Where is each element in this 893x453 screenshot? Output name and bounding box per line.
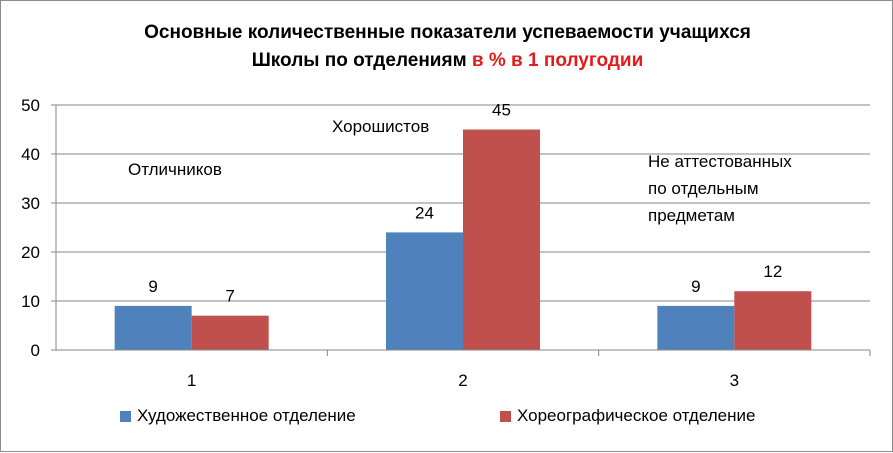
data-label: 24 — [415, 203, 434, 222]
chart-title-line2: Школы по отделениям в % в 1 полугодии — [1, 47, 893, 75]
chart-title-line1: Основные количественные показатели успев… — [144, 22, 751, 43]
data-label: 12 — [763, 262, 782, 281]
chart-title-line2-black: Школы по отделениям — [251, 50, 467, 71]
bar — [657, 305, 735, 350]
bar — [114, 305, 192, 350]
annotation-not-attested-line3: предметам — [648, 206, 735, 225]
x-tick-label: 3 — [730, 371, 739, 390]
data-label: 45 — [492, 101, 511, 120]
bar — [463, 129, 540, 350]
annotation-not-attested-line2: по отдельным — [648, 179, 759, 198]
annotation-excellent: Отличников — [128, 160, 222, 179]
x-tick-label: 1 — [187, 371, 196, 390]
data-label: 9 — [148, 277, 157, 296]
bar — [734, 291, 812, 350]
bar — [191, 315, 269, 350]
chart-legend: Художественное отделение Хореографическо… — [1, 406, 893, 432]
legend-item-art: Художественное отделение — [120, 406, 356, 426]
data-label: 7 — [225, 287, 234, 306]
legend-label-choreo: Хореографическое отделение — [517, 406, 756, 425]
y-tick-label: 50 — [21, 96, 40, 115]
legend-label-art: Художественное отделение — [137, 406, 356, 425]
y-tick-label: 10 — [21, 292, 40, 311]
y-tick-label: 30 — [21, 194, 40, 213]
bar — [386, 232, 463, 350]
x-tick-label: 2 — [458, 371, 467, 390]
legend-item-choreo: Хореографическое отделение — [500, 406, 755, 426]
data-label: 9 — [691, 277, 700, 296]
annotation-good: Хорошистов — [332, 117, 429, 136]
legend-swatch-art — [120, 410, 131, 422]
y-tick-label: 40 — [21, 145, 40, 164]
chart-title-line2-red: в % в 1 полугодии — [471, 50, 644, 71]
chart-title: Основные количественные показатели успев… — [1, 19, 893, 75]
annotation-not-attested-line1: Не аттестованных — [648, 152, 792, 171]
y-tick-label: 20 — [21, 243, 40, 262]
legend-swatch-choreo — [500, 410, 511, 422]
y-tick-label: 0 — [31, 341, 40, 360]
